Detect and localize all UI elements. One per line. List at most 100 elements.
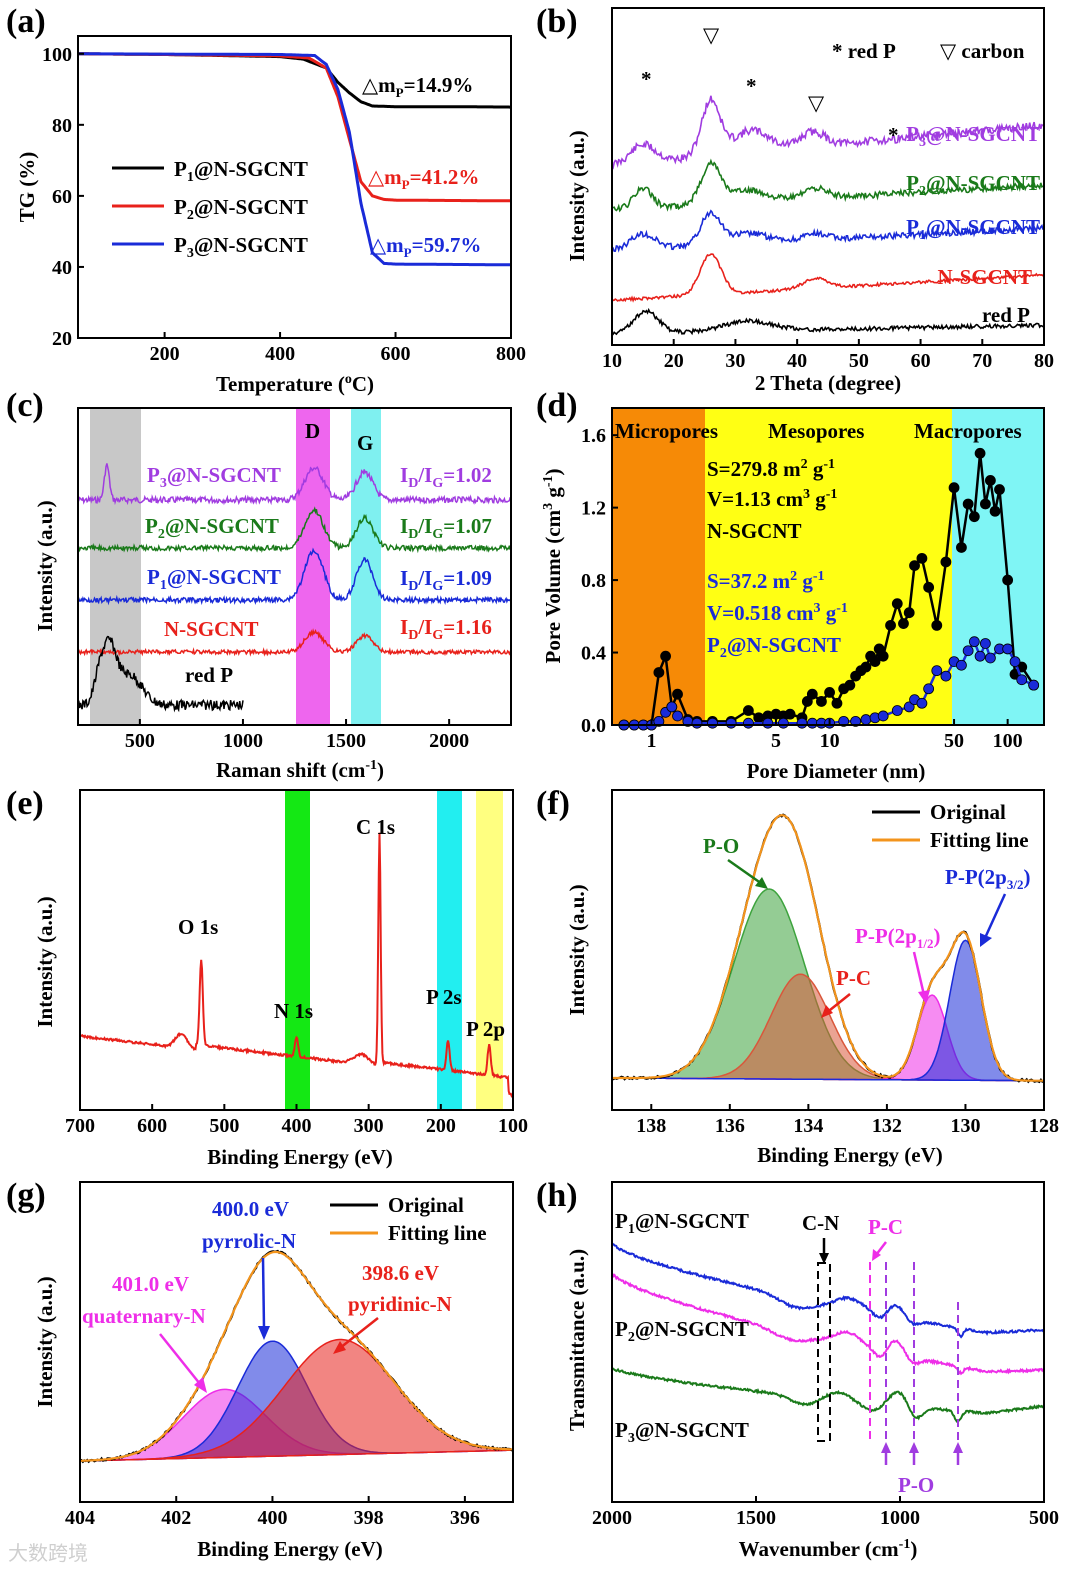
g-arrowhead-quaternary (194, 1377, 207, 1393)
n1s-band (285, 790, 310, 1110)
panel-b-ylabel: Intensity (a.u.) (565, 130, 589, 261)
d-point-2-12 (742, 717, 754, 729)
d-point-1-21 (816, 696, 827, 707)
g-xtick-402: 402 (161, 1507, 191, 1529)
d-point-2-35 (974, 650, 986, 662)
panel-d-ylabel: Pore Volume (cm3 g-1) (541, 468, 565, 663)
d-point-1-23 (831, 697, 843, 709)
f-legend-original: Original (930, 800, 1006, 824)
a-xtick-600: 600 (381, 343, 411, 365)
d-point-1-46 (974, 447, 986, 459)
d-point-1-40 (931, 619, 943, 631)
d-point-2-14 (777, 717, 789, 729)
h-cn-box (817, 1262, 831, 1442)
h-band-pc: P-C (868, 1215, 903, 1239)
panel-d-xlabel: Pore Diameter (nm) (747, 759, 926, 783)
d-point-2-39 (1002, 643, 1014, 655)
d-point-2-30 (940, 670, 952, 682)
d-point-2-20 (850, 715, 861, 727)
b-xtick-60: 60 (911, 350, 931, 372)
c-xtick-1000: 1000 (223, 730, 263, 752)
macropores-region (952, 408, 1044, 725)
d-point-2-19 (838, 715, 850, 727)
b-label-nsgcnt: N-SGCNT (937, 265, 1032, 289)
d-xtick-10: 10 (820, 730, 840, 752)
a-series-3 (78, 52, 511, 267)
panel-c-frame (77, 407, 512, 726)
f-label-pp32: P-P(2p3/2) (945, 865, 1030, 892)
d-point-2-34 (968, 636, 980, 648)
d-point-1-28 (860, 661, 872, 673)
a-ytick-20: 20 (52, 328, 72, 350)
d-point-2-32 (956, 659, 967, 671)
panel-e: (e) 700 600 500 400 300 200 100 Binding Energy… (6, 785, 528, 1169)
p2s-band (437, 790, 462, 1110)
f-xtick-128: 128 (1029, 1115, 1059, 1137)
g-quaternary-name: quaternary-N (82, 1304, 206, 1328)
h-xtick-1500: 1500 (736, 1507, 776, 1529)
a-ytick-80: 80 (52, 115, 72, 137)
b-xtick-70: 70 (972, 350, 992, 372)
f-arrow-pp32 (983, 893, 1007, 939)
d-point-1-51 (1002, 574, 1014, 586)
panel-d-label: (d) (536, 387, 578, 424)
g-xtick-398: 398 (354, 1507, 384, 1529)
d-point-1-43 (956, 542, 967, 553)
c-xtick-1500: 1500 (326, 730, 366, 752)
a-xtick-400: 400 (265, 343, 295, 365)
d-point-1-22 (824, 686, 835, 698)
h-arrowhead-po-3 (953, 1442, 963, 1453)
h-label-p2: P2@N-SGCNT (615, 1317, 749, 1345)
legend-p2: P2@N-SGCNT (174, 195, 308, 223)
panel-h-frame (611, 1181, 1045, 1503)
peak-p2p: P 2p (466, 1017, 505, 1041)
panel-e-xlabel: Binding Energy (eV) (207, 1145, 393, 1169)
h-series-3 (611, 1367, 1045, 1423)
peak-c1s: C 1s (356, 815, 395, 839)
e-survey-line (79, 832, 514, 1099)
ratio-p1: ID/IG=1.09 (400, 566, 492, 594)
c-series-1 (77, 463, 512, 506)
f-arrowhead-pp32 (980, 933, 992, 947)
panel-g-series (79, 1249, 514, 1464)
d-point-2-27 (916, 697, 928, 709)
legend-p3: P3@N-SGCNT (174, 233, 308, 261)
panel-b-xlabel: 2 Theta (degree) (755, 371, 901, 395)
d-point-1-17 (784, 708, 796, 720)
d-point-2-37 (984, 652, 996, 664)
d-point-2-25 (903, 701, 915, 713)
g-xtick-404: 404 (65, 1507, 95, 1529)
h-arrowhead-po-1 (881, 1442, 891, 1453)
a-ytick-60: 60 (52, 186, 72, 208)
h-xtick-1000: 1000 (880, 1507, 920, 1529)
watermark-text: 大数跨境 (8, 1541, 88, 1565)
panel-h-xlabel: Wavenumber (cm-1) (739, 1537, 918, 1561)
b-xtick-10: 10 (602, 350, 622, 372)
panel-b-ticks: 10 20 30 40 50 60 70 80 (602, 339, 1054, 372)
panel-e-ticks: 700 600 500 400 300 200 100 (65, 1104, 528, 1137)
b-label-p3: P3@N-SGCNT (906, 122, 1040, 150)
g-component-3 (79, 1338, 512, 1462)
d-point-1-47 (980, 498, 991, 510)
b-series-5 (611, 307, 1044, 336)
legend-p1: P1@N-SGCNT (174, 157, 308, 185)
g-fitting-line (79, 1250, 513, 1462)
f-xtick-136: 136 (715, 1115, 745, 1137)
c-label-p1: P1@N-SGCNT (147, 565, 281, 593)
f-arrow-pp12 (912, 951, 926, 996)
g-quaternary-value: 401.0 eV (112, 1272, 189, 1296)
d-point-2-6 (666, 701, 678, 713)
peak-mark-1: * (641, 67, 652, 91)
panel-e-label: (e) (6, 785, 44, 822)
panel-c-xlabel: Raman shift (cm-1) (216, 758, 384, 782)
p2p-band (476, 790, 503, 1110)
d-point-1-38 (916, 552, 928, 564)
a-ytick-100: 100 (42, 44, 72, 66)
mass-loss-p3: △mP=59.7% (370, 233, 481, 260)
e-xtick-400: 400 (282, 1115, 312, 1137)
panel-f-xlabel: Binding Energy (eV) (757, 1143, 943, 1167)
f-arrowhead-pc (821, 1005, 833, 1018)
e-xtick-600: 600 (137, 1115, 167, 1137)
panel-f-series (611, 813, 1044, 1084)
g-legend-original: Original (388, 1193, 464, 1217)
